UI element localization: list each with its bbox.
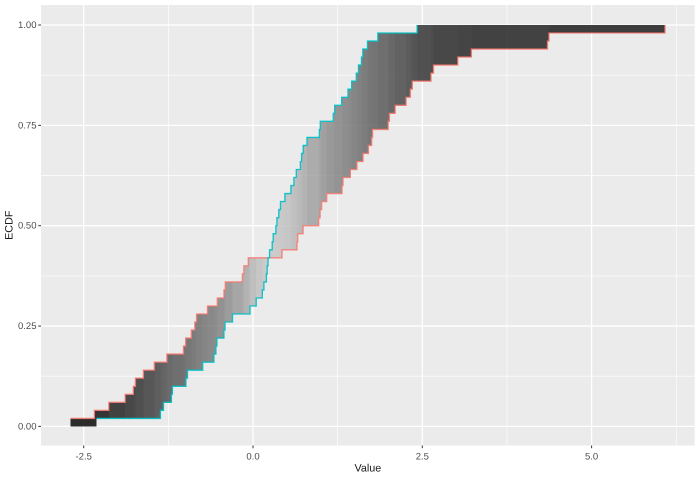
svg-text:ECDF: ECDF xyxy=(4,210,16,240)
svg-text:0.0: 0.0 xyxy=(246,452,259,463)
svg-text:-2.5: -2.5 xyxy=(76,452,92,463)
svg-text:Value: Value xyxy=(354,463,381,475)
svg-text:1.00: 1.00 xyxy=(18,20,37,31)
svg-text:0.00: 0.00 xyxy=(18,421,37,432)
svg-text:0.50: 0.50 xyxy=(18,221,37,232)
svg-text:5.0: 5.0 xyxy=(585,452,598,463)
svg-text:0.75: 0.75 xyxy=(18,120,37,131)
svg-text:0.25: 0.25 xyxy=(18,321,37,332)
svg-text:2.5: 2.5 xyxy=(416,452,429,463)
